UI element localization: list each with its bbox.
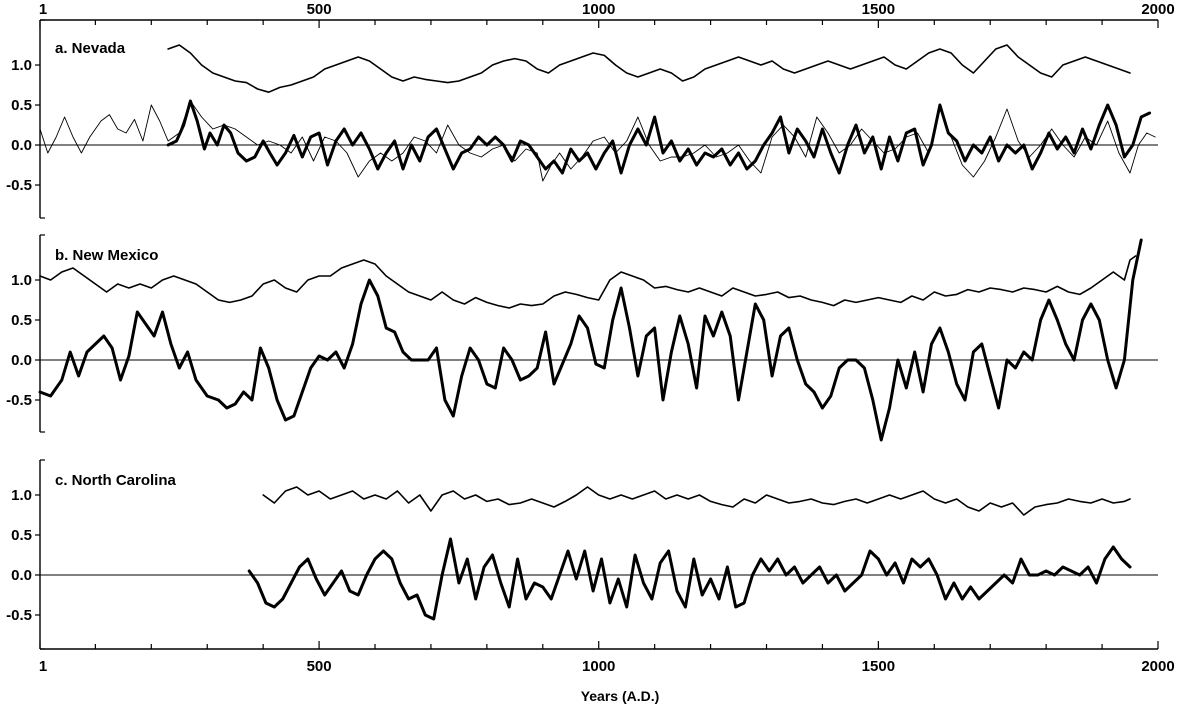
y-tick-label: 0.0 (11, 352, 32, 369)
x-tick-label-bottom: 1000 (582, 658, 615, 675)
series-line-medium (39, 255, 1137, 309)
x-tick-label-top: 1000 (582, 1, 615, 18)
y-tick-label: 0.0 (11, 567, 32, 584)
series-line-thin (39, 100, 1156, 182)
series-line-medium (262, 486, 1131, 516)
x-tick-label-bottom: 1500 (862, 658, 895, 675)
series-line-medium (167, 44, 1131, 93)
y-tick-label: -0.5 (6, 177, 32, 194)
y-tick-label: 0.5 (11, 97, 32, 114)
x-tick-label-bottom: 500 (307, 658, 332, 675)
y-tick-label: 1.0 (11, 57, 32, 74)
x-axis-title: Years (A.D.) (581, 688, 660, 704)
y-tick-label: -0.5 (6, 392, 32, 409)
x-tick-label-top: 500 (307, 1, 332, 18)
x-tick-label-top: 1 (39, 1, 47, 18)
panel-title: c. North Carolina (55, 472, 177, 489)
panel-title: a. Nevada (55, 40, 126, 57)
x-tick-label-bottom: 2000 (1141, 658, 1174, 675)
series-line-thick (38, 238, 1143, 442)
y-tick-label: -0.5 (6, 607, 32, 624)
y-tick-label: 1.0 (11, 487, 32, 504)
panel-title: b. New Mexico (55, 247, 158, 264)
x-tick-label-top: 2000 (1141, 1, 1174, 18)
x-tick-label-bottom: 1 (39, 658, 47, 675)
y-tick-label: 1.0 (11, 272, 32, 289)
series-line-thick (166, 99, 1152, 175)
y-tick-label: 0.0 (11, 137, 32, 154)
y-tick-label: 0.5 (11, 527, 32, 544)
x-tick-label-top: 1500 (862, 1, 895, 18)
y-tick-label: 0.5 (11, 312, 32, 329)
series-line-thick (247, 537, 1132, 621)
